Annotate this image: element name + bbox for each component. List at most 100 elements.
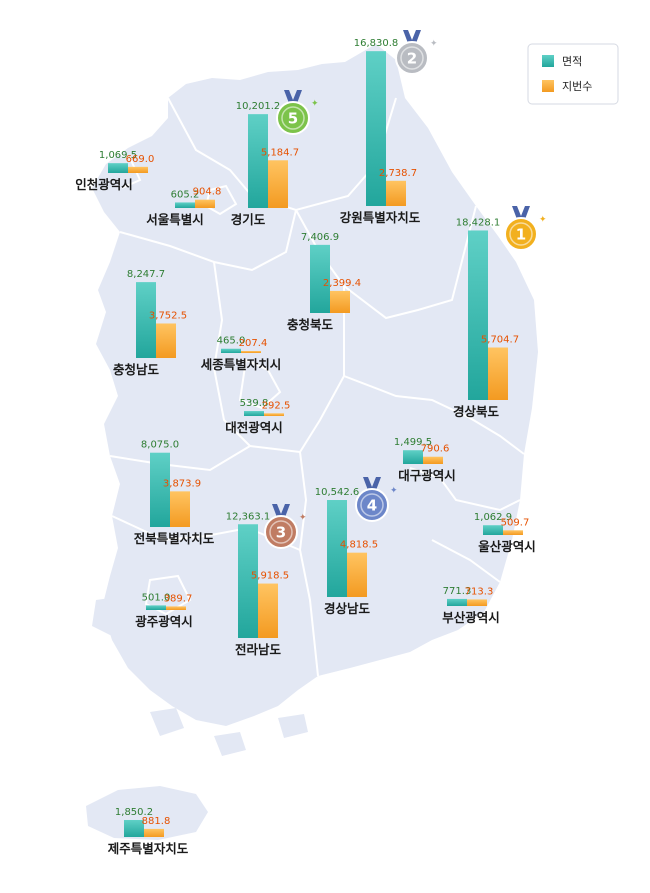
legend-label-parcel: 지번수: [562, 80, 592, 93]
bar-area-6: [136, 282, 156, 358]
sparkle-icon: ✦: [430, 39, 438, 49]
region-name-9: 경상북도: [453, 404, 500, 419]
rank-medals: 1✦2✦3✦4✦5✦: [264, 30, 547, 549]
label-parcel-3: 5,184.7: [261, 147, 299, 158]
legend: 면적 지번수: [527, 43, 619, 105]
label-parcel-5: 2,399.4: [323, 278, 361, 289]
label-area-3: 10,201.2: [236, 101, 281, 112]
bar-parcel-1: [128, 166, 148, 173]
medal-rank-number: 3: [276, 524, 286, 542]
medal-rank-number: 1: [516, 226, 526, 244]
label-area-15: 501.0: [142, 592, 171, 603]
bar-area-13: [483, 525, 503, 535]
label-area-10: 1,499.5: [394, 437, 432, 448]
label-area-4: 16,830.8: [354, 38, 399, 49]
label-parcel-10: 790.6: [421, 444, 450, 455]
label-parcel-8: 292.5: [262, 400, 291, 411]
sparkle-icon: ✦: [299, 513, 307, 523]
region-name-8: 대전광역시: [225, 420, 283, 435]
bar-area-5: [310, 244, 330, 313]
bar-group-4: 16,830.8 2,738.7 강원특별자치도: [340, 38, 421, 225]
bar-parcel-14: [258, 583, 278, 638]
label-parcel-1: 669.0: [126, 154, 155, 165]
medal-rank-number: 2: [407, 50, 417, 68]
bar-group-6: 8,247.7 3,752.5 충청남도: [113, 269, 187, 377]
bar-parcel-12: [347, 552, 367, 597]
bar-parcel-17: [144, 828, 164, 837]
jeju-shape: [86, 786, 208, 840]
bar-parcel-2: [195, 199, 215, 208]
label-parcel-6: 3,752.5: [149, 310, 187, 321]
label-parcel-9: 5,704.7: [481, 335, 519, 346]
bar-group-11: 8,075.0 3,873.9 전북특별자치도: [134, 440, 215, 546]
label-parcel-2: 904.8: [193, 187, 222, 198]
bar-area-4: [366, 51, 386, 206]
legend-swatch-parcel: [542, 80, 554, 92]
label-area-5: 7,406.9: [301, 232, 339, 243]
legend-label-area: 면적: [562, 55, 582, 68]
rank-medal-2: 2✦: [395, 30, 438, 75]
label-area-17: 1,850.2: [115, 807, 153, 818]
label-parcel-14: 5,918.5: [251, 571, 289, 582]
label-parcel-7: 207.4: [239, 338, 268, 349]
bar-area-14: [238, 524, 258, 638]
rank-medal-1: 1✦: [504, 206, 547, 251]
label-area-13: 1,062.9: [474, 512, 512, 523]
medal-rank-number: 5: [288, 110, 298, 128]
region-name-11: 전북특별자치도: [134, 531, 215, 546]
southwest-islands: [92, 596, 308, 756]
bar-area-12: [327, 500, 347, 597]
region-name-4: 강원특별자치도: [340, 210, 421, 225]
bar-parcel-5: [330, 290, 350, 313]
medal-inner-ring: [269, 520, 293, 544]
label-area-6: 8,247.7: [127, 269, 165, 280]
medal-inner-ring: [509, 222, 533, 246]
bar-parcel-15: [166, 606, 186, 610]
medal-inner-ring: [360, 493, 384, 517]
bar-group-3: 10,201.2 5,184.7 경기도: [231, 101, 299, 227]
bar-parcel-7: [241, 351, 261, 353]
bar-area-1: [108, 163, 128, 173]
label-area-8: 539.8: [240, 398, 269, 409]
region-name-6: 충청남도: [113, 362, 160, 377]
bar-parcel-9: [488, 347, 508, 400]
region-name-7: 세종특별자치시: [201, 357, 282, 372]
region-name-15: 광주광역시: [135, 614, 193, 629]
sparkle-icon: ✦: [390, 486, 398, 496]
label-area-11: 8,075.0: [141, 440, 179, 451]
rank-medal-3: 3✦: [264, 504, 307, 549]
legend-box: [527, 43, 619, 105]
region-name-14: 전라남도: [235, 642, 282, 657]
label-parcel-12: 4,818.5: [340, 540, 378, 551]
region-name-17: 제주특별자치도: [108, 841, 189, 856]
medal-rank-number: 4: [367, 497, 377, 515]
label-area-14: 12,363.1: [226, 511, 271, 522]
legend-swatch-area: [542, 55, 554, 67]
label-parcel-13: 509.7: [501, 517, 530, 528]
region-name-16: 부산광역시: [442, 610, 500, 625]
sparkle-icon: ✦: [539, 215, 547, 225]
label-area-1: 1,069.5: [99, 150, 137, 161]
region-name-12: 경상남도: [324, 601, 371, 616]
region-name-10: 대구광역시: [398, 468, 456, 483]
bar-parcel-11: [170, 491, 190, 527]
region-name-2: 서울특별시: [146, 212, 204, 227]
label-area-16: 771.3: [443, 586, 472, 597]
bar-group-14: 12,363.1 5,918.5 전라남도: [226, 511, 289, 657]
bar-parcel-8: [264, 413, 284, 416]
label-parcel-17: 881.8: [142, 816, 171, 827]
region-name-1: 인천광역시: [75, 177, 133, 192]
bar-area-8: [244, 411, 264, 416]
bar-parcel-10: [423, 456, 443, 464]
bar-parcel-16: [467, 599, 487, 606]
medal-inner-ring: [281, 106, 305, 130]
label-area-2: 605.2: [171, 189, 200, 200]
